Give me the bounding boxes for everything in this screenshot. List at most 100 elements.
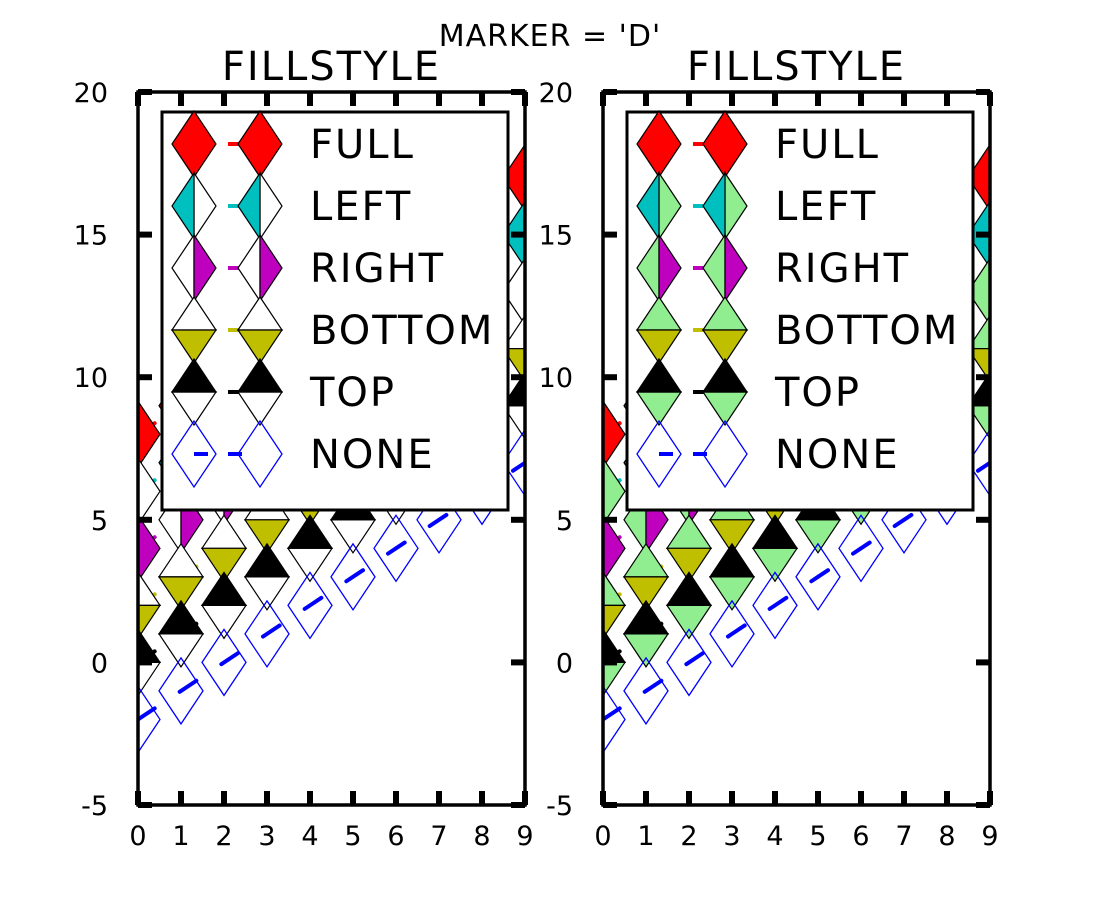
marker-none-0: [603, 685, 626, 754]
legend-label: RIGHT: [775, 246, 910, 292]
legend-marker: [170, 357, 218, 427]
legend-box: [625, 110, 975, 512]
y-tick-label: 10: [74, 363, 108, 394]
marker-none-0: [138, 685, 161, 754]
legend-label: BOTTOM: [775, 308, 959, 354]
legend-marker: [171, 171, 217, 241]
marker-left-0: [603, 456, 626, 527]
legend-marker: [636, 419, 682, 489]
marker-none-1: [623, 656, 669, 726]
x-tick-label: 1: [172, 821, 189, 852]
legend-entry-right: RIGHT: [636, 233, 910, 303]
marker-top-4: [751, 514, 799, 583]
marker-right-9: [502, 256, 525, 327]
marker-top-1: [622, 599, 670, 668]
x-tick-label: 6: [852, 821, 869, 852]
legend-entry-full: FULL: [636, 109, 878, 179]
legend-entry-top: TOP: [170, 357, 396, 427]
x-tick-label: 1: [637, 821, 654, 852]
y-tick-label: 5: [556, 506, 573, 537]
legend-marker: [702, 233, 748, 303]
axes-frame: [601, 90, 992, 807]
marker-full-0: [603, 400, 626, 469]
legend-entry-none: NONE: [171, 419, 435, 489]
x-tick-label: 5: [344, 821, 361, 852]
legend-label: TOP: [309, 370, 396, 416]
marker-none-2: [666, 628, 712, 697]
legend-label: NONE: [310, 432, 435, 478]
marker-left-0: [138, 456, 161, 527]
legend: FULL LEFT RIGHT BOTTOM TOP NONE: [625, 109, 975, 512]
marker-none-6: [838, 514, 884, 583]
marker-bottom-2: [665, 514, 713, 583]
legend-label: FULL: [310, 122, 415, 168]
legend-marker: [237, 233, 283, 303]
x-tick-label: 8: [473, 821, 490, 852]
y-tick-label: 10: [539, 363, 573, 394]
marker-none-3: [244, 599, 290, 669]
legend-marker: [236, 295, 284, 365]
y-tick-label: 20: [74, 78, 108, 109]
marker-top-3: [243, 542, 291, 611]
legend-entry-left: LEFT: [171, 171, 412, 241]
marker-full-9: [502, 143, 525, 212]
legend-marker: [635, 357, 683, 427]
legend-label: LEFT: [775, 184, 877, 230]
x-tick-label: 4: [301, 821, 318, 852]
marker-none-2: [201, 628, 247, 697]
legend-entry-full: FULL: [171, 109, 415, 179]
marker-top-4: [286, 514, 334, 583]
marker-top-3: [708, 542, 756, 611]
marker-top-2: [665, 571, 713, 640]
marker-none-3: [709, 599, 755, 669]
x-tick-label: 3: [723, 821, 740, 852]
y-tick-label: -5: [546, 791, 573, 822]
legend-box: [160, 110, 510, 512]
legend-label: TOP: [774, 370, 861, 416]
legend-marker: [171, 419, 217, 489]
marker-bottom-1: [622, 542, 670, 611]
marker-none-9: [967, 428, 990, 497]
y-tick-label: 0: [91, 648, 108, 679]
legend-marker: [236, 357, 284, 427]
legend-marker: [702, 171, 748, 241]
marker-none-4: [287, 571, 333, 640]
legend-marker: [171, 233, 217, 303]
legend-marker: [701, 357, 749, 427]
legend-entry-none: NONE: [636, 419, 898, 489]
legend-entry-bottom: BOTTOM: [170, 295, 492, 365]
y-tick-label: 15: [74, 221, 108, 252]
x-tick-label: 8: [938, 821, 955, 852]
marker-right-0: [603, 513, 626, 584]
marker-full-9: [967, 143, 990, 212]
legend-entry-left: LEFT: [636, 171, 877, 241]
x-tick-label: 7: [430, 821, 447, 852]
legend-label: RIGHT: [310, 246, 445, 292]
x-tick-label: 7: [895, 821, 912, 852]
legend-marker: [636, 233, 682, 303]
subplot-title: FILLSTYLE: [222, 44, 441, 90]
x-tick-label: 2: [215, 821, 232, 852]
marker-top-0: [603, 628, 627, 697]
marker-none-6: [373, 514, 419, 583]
x-tick-label: 6: [387, 821, 404, 852]
legend-entry-bottom: BOTTOM: [635, 295, 959, 365]
marker-none-1: [158, 656, 204, 726]
y-tick-label: 15: [539, 221, 573, 252]
legend-marker: [635, 295, 683, 365]
marker-none-9: [502, 428, 525, 497]
legend-marker: [702, 419, 748, 489]
legend-entry-right: RIGHT: [171, 233, 445, 303]
marker-none-5: [795, 542, 841, 612]
legend-marker: [636, 171, 682, 241]
marker-bottom-0: [603, 571, 627, 640]
marker-none-5: [330, 542, 376, 612]
legend-label: LEFT: [310, 184, 412, 230]
subplot-2: 0 1 2 3 4 5 6 7 8 9-505101520FILLSTYLEFULLLEFTRIG…: [539, 44, 999, 852]
marker-right-9: [967, 256, 990, 327]
legend-marker: [237, 171, 283, 241]
legend-marker: [170, 295, 218, 365]
legend-marker: [701, 295, 749, 365]
subplot-1: 0 1 2 3 4 5 6 7 8 9-505101520FILLSTYLEFULLLEFTRIG…: [74, 44, 534, 852]
y-tick-label: 5: [91, 506, 108, 537]
